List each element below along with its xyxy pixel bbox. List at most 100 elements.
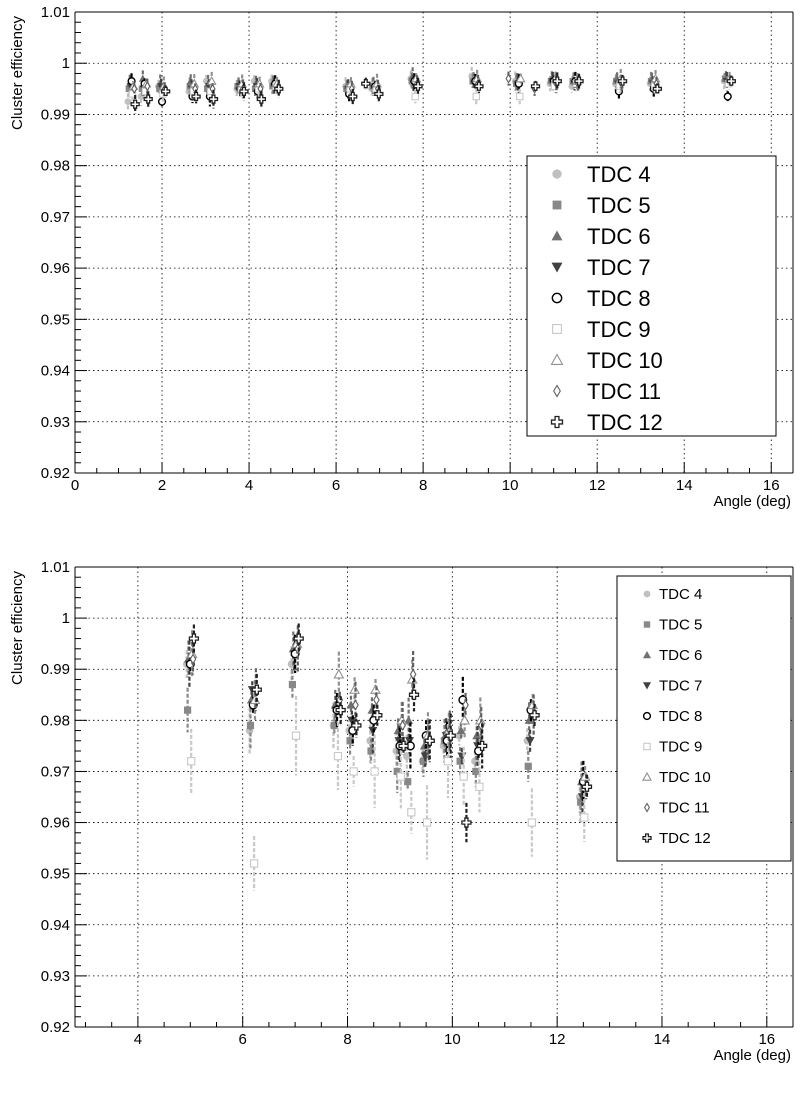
data-point [293, 633, 304, 644]
data-point [456, 726, 466, 735]
legend-label: TDC 4 [587, 162, 651, 187]
x-tick-label: 2 [158, 477, 166, 494]
legend: TDC 4 TDC 5 TDC 6 TDC 7 TDC 8 TDC 9 TDC 10 TDC … [616, 575, 792, 862]
legend-marker [643, 802, 651, 813]
data-point [515, 73, 526, 83]
y-tick-label: 0.99 [41, 106, 70, 123]
legend-label: TDC 7 [659, 678, 702, 695]
data-point [144, 81, 151, 92]
legend-label: TDC 10 [587, 348, 663, 373]
data-point [393, 767, 401, 776]
data-point [373, 694, 380, 706]
legend-label: TDC 5 [659, 617, 702, 634]
x-tick-label: 12 [549, 1031, 566, 1048]
chart-2: 4 6 8 10 12 14 16 0.92 0.93 0.94 0.95 0.96 0.97 0.98 0… [9, 559, 794, 1064]
data-point [347, 716, 357, 725]
x-tick-label: 6 [332, 477, 340, 494]
legend-marker [642, 711, 652, 721]
data-point [288, 680, 297, 689]
legend-marker [550, 353, 564, 365]
y-tick-label: 1.01 [41, 559, 70, 576]
legend-marker [551, 262, 563, 273]
data-point [333, 751, 343, 761]
data-point [361, 79, 371, 89]
legend-marker [553, 384, 561, 398]
y-axis-label: Cluster efficiency [9, 571, 26, 685]
data-point [476, 740, 488, 752]
data-point [456, 757, 464, 765]
data-point [552, 76, 562, 86]
data-point [396, 772, 405, 781]
y-tick-label: 1 [62, 610, 70, 627]
legend-label: TDC 12 [587, 410, 663, 435]
data-point [291, 731, 301, 740]
data-point [726, 76, 736, 86]
y-tick-label: 0.93 [41, 968, 70, 985]
data-point [333, 668, 345, 679]
x-tick-label: 8 [419, 477, 427, 494]
data-point [527, 818, 537, 827]
legend: TDC 4 TDC 5 TDC 6 TDC 7 TDC 8 TDC 9 TDC 10 TDC … [526, 155, 777, 437]
legend-label: TDC 11 [659, 800, 710, 817]
data-point [189, 653, 197, 665]
data-point [131, 83, 138, 94]
legend-marker [643, 742, 651, 751]
data-point [617, 76, 628, 86]
data-point [445, 730, 456, 741]
x-tick-label: 14 [676, 477, 693, 494]
y-tick-label: 0.93 [41, 414, 70, 431]
y-tick-label: 1 [62, 55, 70, 72]
y-tick-label: 0.98 [41, 712, 70, 729]
data-point [462, 699, 469, 711]
legend-label: TDC 6 [659, 647, 702, 664]
series-tdc-12 [188, 623, 593, 843]
x-tick-label: 8 [343, 1031, 351, 1048]
data-point [130, 99, 140, 109]
y-tick-label: 0.94 [41, 363, 70, 380]
data-point [404, 715, 414, 724]
data-point [346, 737, 354, 745]
data-point [124, 98, 132, 106]
data-point [581, 781, 593, 792]
data-point [505, 73, 512, 84]
x-tick-label: 14 [654, 1031, 671, 1048]
legend-label: TDC 12 [659, 830, 711, 847]
data-point [187, 757, 196, 766]
data-point [411, 92, 420, 101]
legend-label: TDC 9 [659, 739, 702, 756]
data-point [335, 704, 346, 716]
data-point [370, 767, 379, 776]
y-tick-label: 0.95 [41, 866, 70, 883]
data-point [408, 689, 420, 700]
data-point [256, 94, 267, 104]
legend-marker [550, 415, 564, 429]
legend-marker [552, 169, 562, 179]
data-point [529, 710, 540, 721]
data-point [191, 91, 201, 102]
data-point [143, 94, 153, 104]
data-point [577, 798, 585, 806]
data-point [652, 84, 663, 94]
data-point [723, 92, 732, 101]
y-tick-label: 0.92 [41, 1019, 70, 1036]
data-point [459, 714, 471, 725]
legend-marker [642, 771, 652, 781]
data-point [367, 747, 375, 755]
x-tick-label: 6 [239, 1031, 247, 1048]
data-point [525, 737, 535, 746]
data-point [419, 757, 428, 765]
x-tick-label: 10 [502, 477, 519, 494]
y-tick-label: 0.96 [41, 815, 70, 832]
legend-marker [552, 200, 562, 210]
x-tick-label: 4 [134, 1031, 142, 1048]
data-point [402, 752, 411, 760]
y-axis-label: Cluster efficiency [9, 16, 26, 130]
series-tdc-5 [183, 669, 585, 823]
y-tick-label: 1.01 [41, 4, 70, 21]
legend-box [526, 155, 777, 437]
data-point [352, 699, 359, 711]
legend-marker [643, 682, 651, 690]
data-point [399, 719, 406, 732]
series-tdc-9 [187, 695, 589, 891]
legend-marker [643, 651, 651, 659]
